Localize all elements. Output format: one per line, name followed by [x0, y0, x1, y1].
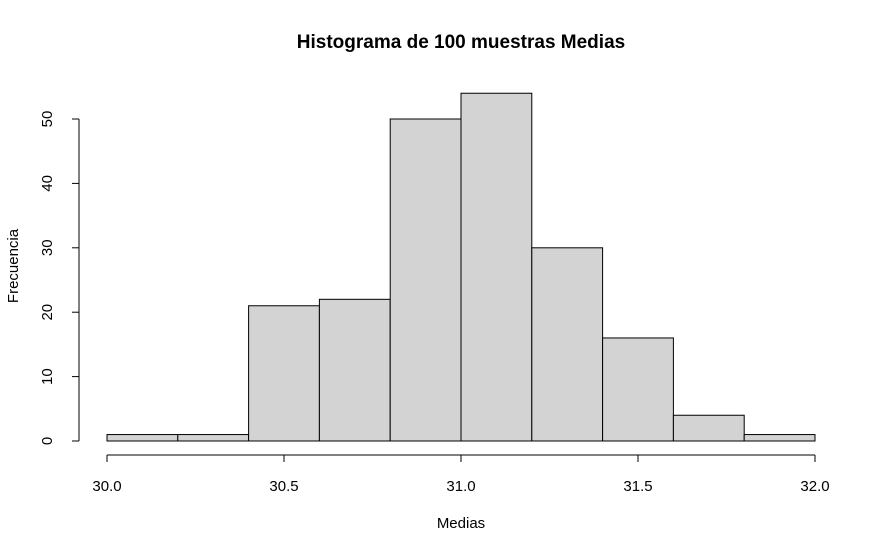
- x-tick-label: 31.5: [623, 478, 652, 495]
- bars-group: [106, 92, 816, 442]
- histogram-bar: [672, 414, 745, 442]
- y-tick-label: 20: [39, 304, 56, 321]
- y-tick-label: 0: [39, 437, 56, 445]
- y-axis-label: Frecuencia: [5, 228, 22, 303]
- chart-title: Histograma de 100 muestras Medias: [297, 32, 625, 53]
- y-tick-label: 40: [39, 175, 56, 192]
- y-tick-label: 50: [39, 111, 56, 128]
- x-axis-label: Medias: [437, 515, 485, 532]
- histogram-bar: [743, 434, 816, 442]
- x-tick-label: 31.0: [446, 478, 475, 495]
- histogram-bar: [531, 247, 604, 442]
- histogram-bar: [602, 337, 674, 442]
- x-tick-label: 30.0: [92, 478, 121, 495]
- histogram-bar: [318, 298, 391, 442]
- histogram-bar: [106, 434, 179, 442]
- histogram-bar: [248, 305, 320, 442]
- histogram-bar: [460, 92, 533, 442]
- x-tick-label: 32.0: [800, 478, 829, 495]
- y-tick-label: 30: [39, 239, 56, 256]
- y-axis: 0 10 20 30 40 50: [39, 111, 80, 445]
- x-axis: 30.0 30.5 31.0 31.5 32.0: [92, 454, 830, 495]
- histogram-bar: [389, 118, 462, 442]
- histogram-bar: [177, 434, 250, 442]
- x-tick-label: 30.5: [269, 478, 298, 495]
- y-tick-label: 10: [39, 368, 56, 385]
